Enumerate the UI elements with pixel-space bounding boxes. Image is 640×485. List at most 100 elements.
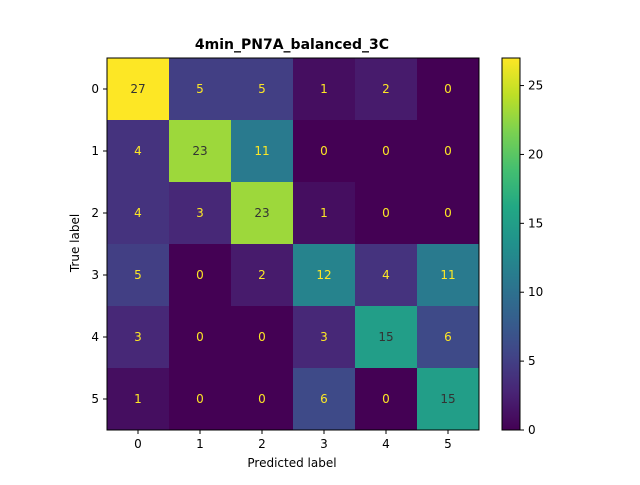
cell-value-label: 27 xyxy=(130,82,145,96)
cell-value-label: 0 xyxy=(382,392,390,406)
matrix-cell xyxy=(417,368,479,430)
cell-value-label: 15 xyxy=(378,330,393,344)
x-axis-label: Predicted label xyxy=(247,456,336,470)
cell-value-label: 0 xyxy=(382,144,390,158)
colorbar-tick-label: 5 xyxy=(528,354,536,368)
matrix-cell xyxy=(231,58,293,120)
matrix-cell xyxy=(417,306,479,368)
x-tick-label: 3 xyxy=(320,437,328,451)
colorbar-tick-label: 20 xyxy=(528,147,543,161)
y-tick-label: 3 xyxy=(91,268,99,282)
matrix-cell xyxy=(169,244,231,306)
matrix-cell xyxy=(355,368,417,430)
matrix-cell xyxy=(355,58,417,120)
cell-value-label: 1 xyxy=(320,206,328,220)
matrix-cell xyxy=(169,182,231,244)
matrix-cell xyxy=(293,120,355,182)
matrix-cell xyxy=(107,306,169,368)
cell-value-label: 0 xyxy=(196,268,204,282)
cell-value-label: 2 xyxy=(258,268,266,282)
colorbar-tick-label: 25 xyxy=(528,79,543,93)
colorbar xyxy=(502,58,520,430)
cell-value-label: 0 xyxy=(444,206,452,220)
y-tick-label: 0 xyxy=(91,82,99,96)
cell-value-label: 0 xyxy=(258,392,266,406)
matrix-cell xyxy=(293,182,355,244)
matrix-cell xyxy=(107,120,169,182)
cell-value-label: 3 xyxy=(320,330,328,344)
matrix-cell xyxy=(231,120,293,182)
x-tick-labels: 0 1 2 3 4 5 xyxy=(134,430,452,451)
y-tick-label: 1 xyxy=(91,144,99,158)
matrix-cell xyxy=(169,306,231,368)
matrix-cell xyxy=(355,244,417,306)
y-tick-labels: 0 1 2 3 4 5 xyxy=(91,82,107,406)
matrix-cell xyxy=(169,120,231,182)
cell-value-label: 11 xyxy=(440,268,455,282)
cell-value-label: 12 xyxy=(316,268,331,282)
cell-value-label: 5 xyxy=(134,268,142,282)
matrix-cell xyxy=(417,244,479,306)
cell-value-label: 4 xyxy=(382,268,390,282)
matrix-cell xyxy=(293,306,355,368)
matrix-cell xyxy=(231,306,293,368)
cell-value-label: 0 xyxy=(444,82,452,96)
cell-value-label: 3 xyxy=(196,206,204,220)
cell-value-label: 5 xyxy=(196,82,204,96)
cell-value-label: 0 xyxy=(196,392,204,406)
matrix-cell xyxy=(107,58,169,120)
cell-value-label: 0 xyxy=(382,206,390,220)
cell-value-label: 0 xyxy=(444,144,452,158)
x-tick-label: 1 xyxy=(196,437,204,451)
cell-value-label: 4 xyxy=(134,144,142,158)
matrix-cell xyxy=(169,58,231,120)
y-tick-label: 4 xyxy=(91,330,99,344)
cell-value-label: 6 xyxy=(444,330,452,344)
cell-value-label: 1 xyxy=(134,392,142,406)
cell-value-label: 1 xyxy=(320,82,328,96)
cell-value-label: 2 xyxy=(382,82,390,96)
cell-value-label: 0 xyxy=(320,144,328,158)
colorbar-frame xyxy=(501,57,521,431)
matrix-cell xyxy=(355,306,417,368)
y-tick-label: 5 xyxy=(91,392,99,406)
y-axis-label: True label xyxy=(68,214,82,273)
colorbar-tick-label: 0 xyxy=(528,423,536,437)
cell-value-label: 15 xyxy=(440,392,455,406)
colorbar-tick-label: 15 xyxy=(528,216,543,230)
matrix-cell xyxy=(231,182,293,244)
y-tick-label: 2 xyxy=(91,206,99,220)
x-tick-label: 5 xyxy=(444,437,452,451)
matrix-cell xyxy=(107,368,169,430)
cell-value-label: 0 xyxy=(196,330,204,344)
matrix-cell xyxy=(169,368,231,430)
x-tick-label: 0 xyxy=(134,437,142,451)
chart-title: 4min_PN7A_balanced_3C xyxy=(195,37,389,53)
matrix-cells: 27 5 5 1 2 04 23 11 0 0 04 3 23 1 0 05 0 2 12 4 113 0 0 3 15 61 0 0… xyxy=(107,58,479,430)
x-tick-label: 2 xyxy=(258,437,266,451)
cell-value-label: 23 xyxy=(254,206,269,220)
matrix-cell xyxy=(107,182,169,244)
cell-value-label: 3 xyxy=(134,330,142,344)
cell-value-label: 11 xyxy=(254,144,269,158)
cell-value-label: 4 xyxy=(134,206,142,220)
colorbar-ticks: 0 5 10 15 20 25 xyxy=(520,79,543,437)
cell-value-label: 5 xyxy=(258,82,266,96)
cell-value-label: 0 xyxy=(258,330,266,344)
matrix-cell xyxy=(355,182,417,244)
matrix-cell xyxy=(355,120,417,182)
matrix-cell xyxy=(293,244,355,306)
matrix-cell xyxy=(293,368,355,430)
matrix-cell xyxy=(107,244,169,306)
matrix-cell xyxy=(417,58,479,120)
cell-value-label: 6 xyxy=(320,392,328,406)
matrix-cell xyxy=(417,120,479,182)
colorbar-tick-label: 10 xyxy=(528,285,543,299)
matrix-cell xyxy=(293,58,355,120)
x-tick-label: 4 xyxy=(382,437,390,451)
cell-value-label: 23 xyxy=(192,144,207,158)
matrix-cell xyxy=(231,368,293,430)
matrix-cell xyxy=(231,244,293,306)
